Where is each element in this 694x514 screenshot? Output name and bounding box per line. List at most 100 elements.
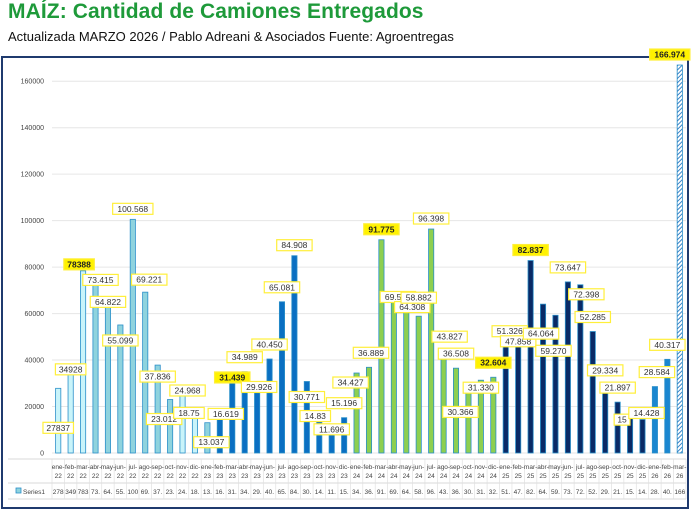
data-label-box <box>251 338 288 351</box>
data-label-box <box>400 291 438 304</box>
x-tick-label: mar- <box>673 464 686 471</box>
table-value: 64. <box>103 489 112 496</box>
table-value: 43. <box>439 489 448 496</box>
data-label: 91.775 <box>368 224 394 234</box>
data-label: 59.270 <box>540 346 566 356</box>
data-label: 29.334 <box>592 365 618 375</box>
table-value: 23. <box>166 489 175 496</box>
bar-oct-22 <box>167 399 174 454</box>
table-value: 29. <box>253 489 262 496</box>
table-value: 28. <box>650 489 659 496</box>
x-tick-label: abr- <box>537 464 549 471</box>
x-tick-label: 25 <box>639 473 647 480</box>
x-tick-label: 25 <box>626 473 634 480</box>
x-tick-label: 22 <box>117 473 125 480</box>
x-tick-label: abr- <box>239 464 251 471</box>
data-label-box <box>332 376 369 389</box>
bar-dic-24 <box>490 376 497 454</box>
x-tick-label: ene- <box>201 464 214 471</box>
x-tick-label: 23 <box>216 473 224 480</box>
data-label: 51.326 <box>497 326 523 336</box>
data-label: 40.450 <box>257 340 283 350</box>
data-label-box <box>213 371 251 384</box>
bar-ago-24 <box>440 350 447 454</box>
data-label-box <box>89 295 127 308</box>
x-tick-label: nov- <box>176 464 189 471</box>
x-tick-label: oct- <box>612 464 623 471</box>
data-label: 78388 <box>67 259 91 269</box>
bar-ene-26 <box>651 386 658 454</box>
data-label: 18.75 <box>178 408 200 418</box>
data-label: 31.330 <box>468 383 494 393</box>
x-tick-label: 24 <box>477 473 485 480</box>
table-value: 16. <box>215 489 224 496</box>
data-label: 82.837 <box>518 245 544 255</box>
data-label: 43.827 <box>437 332 463 342</box>
x-tick-label: jul- <box>127 464 137 471</box>
data-label: 55.099 <box>107 335 133 345</box>
data-label-box <box>363 223 400 236</box>
table-value: 278 <box>53 489 64 496</box>
x-tick-label: sep- <box>450 464 463 471</box>
bar-feb-22 <box>67 371 74 454</box>
x-tick-label: 22 <box>79 473 87 480</box>
table-value: 37. <box>153 489 162 496</box>
bar-may-23 <box>254 383 261 454</box>
x-tick-label: dic- <box>339 464 349 471</box>
x-tick-label: dic- <box>190 464 200 471</box>
table-value: 30. <box>302 489 311 496</box>
x-tick-label: sep- <box>301 464 314 471</box>
table-value: 34. <box>352 489 361 496</box>
bar-ene-24 <box>353 372 360 454</box>
x-tick-label: jun- <box>561 464 573 471</box>
x-tick-label: may- <box>250 464 264 471</box>
data-label: 14.83 <box>305 411 327 421</box>
x-tick-label: 24 <box>403 473 411 480</box>
table-value: 51. <box>501 489 510 496</box>
data-label: 36.508 <box>443 349 469 359</box>
data-label-box <box>437 347 475 360</box>
table-value: 29. <box>601 489 610 496</box>
table-value: 59. <box>551 489 560 496</box>
x-tick-label: oct- <box>165 464 176 471</box>
data-label-box <box>475 356 512 369</box>
x-tick-label: ago- <box>586 464 599 471</box>
data-label-box <box>568 288 605 301</box>
data-label: 37.836 <box>145 372 171 382</box>
x-tick-label: abr- <box>90 464 102 471</box>
table-value: 58. <box>414 489 423 496</box>
data-label: 15 <box>617 415 627 425</box>
x-tick-label: feb- <box>513 464 524 471</box>
data-label: 21.897 <box>605 383 631 393</box>
data-label-box <box>173 406 205 420</box>
data-label-box <box>42 421 75 434</box>
data-label-box <box>649 338 686 351</box>
data-label-box <box>207 407 245 420</box>
x-tick-label: 25 <box>589 473 597 480</box>
table-value: 40. <box>265 489 274 496</box>
bar-feb-26 <box>664 358 671 454</box>
bar-jul-23 <box>278 301 285 454</box>
x-tick-label: feb- <box>214 464 225 471</box>
y-tick-label: 160000 <box>21 79 44 86</box>
data-label: 11.696 <box>319 424 345 434</box>
x-tick-label: dic- <box>637 464 647 471</box>
bar-ene-22 <box>55 387 62 454</box>
x-tick-label: 24 <box>465 473 473 480</box>
x-tick-label: 22 <box>179 473 187 480</box>
bar-jun-25 <box>564 281 571 454</box>
y-tick-label: 120000 <box>21 172 44 179</box>
x-tick-label: 23 <box>241 473 249 480</box>
data-label-box <box>442 405 479 419</box>
x-tick-label: 25 <box>614 473 622 480</box>
x-tick-label: 24 <box>452 473 460 480</box>
y-tick-label: 20000 <box>25 404 45 411</box>
x-tick-label: 22 <box>191 473 199 480</box>
data-label: 28.584 <box>644 367 670 377</box>
data-label: 58.882 <box>406 293 432 303</box>
x-tick-label: may- <box>101 464 115 471</box>
bar-ago-25 <box>589 331 596 454</box>
bar-sep-22 <box>154 364 161 454</box>
x-tick-label: dic- <box>488 464 498 471</box>
x-tick-label: 23 <box>341 473 349 480</box>
